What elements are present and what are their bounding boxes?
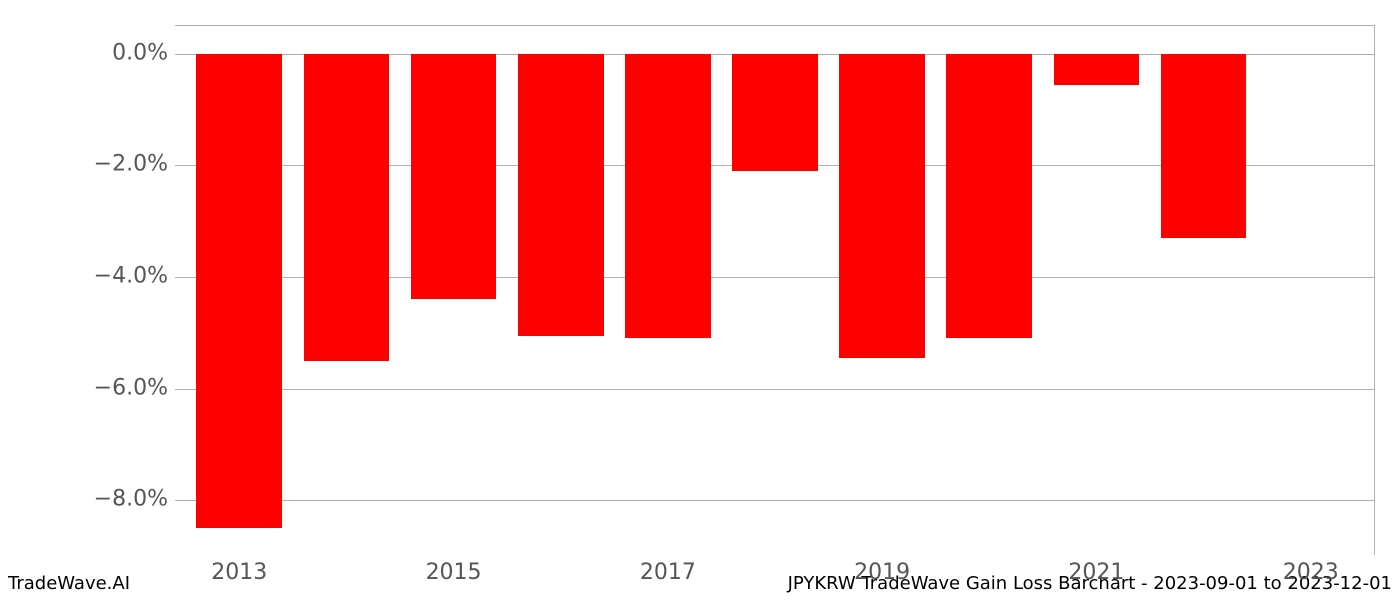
x-tick-label: 2015 [426, 560, 482, 585]
x-tick-label: 2021 [1068, 560, 1124, 585]
bar [839, 54, 925, 358]
bar [1054, 54, 1140, 85]
bar [518, 54, 604, 336]
x-tick-label: 2023 [1283, 560, 1339, 585]
bar [625, 54, 711, 339]
x-tick-label: 2017 [640, 560, 696, 585]
footer-left-label: TradeWave.AI [8, 573, 130, 594]
y-tick-label: −2.0% [94, 152, 168, 177]
y-tick-label: 0.0% [112, 40, 168, 65]
y-tick-label: −8.0% [94, 487, 168, 512]
plot-area [175, 25, 1375, 555]
bar [732, 54, 818, 171]
bar [946, 54, 1032, 339]
gridline [175, 500, 1374, 501]
y-tick-label: −4.0% [94, 264, 168, 289]
x-tick-label: 2019 [854, 560, 910, 585]
chart-container: TradeWave.AI JPYKRW TradeWave Gain Loss … [0, 0, 1400, 600]
gridline [175, 389, 1374, 390]
x-tick-label: 2013 [211, 560, 267, 585]
bar [411, 54, 497, 299]
bar [1161, 54, 1247, 238]
bar [196, 54, 282, 528]
y-tick-label: −6.0% [94, 375, 168, 400]
bar [304, 54, 390, 361]
